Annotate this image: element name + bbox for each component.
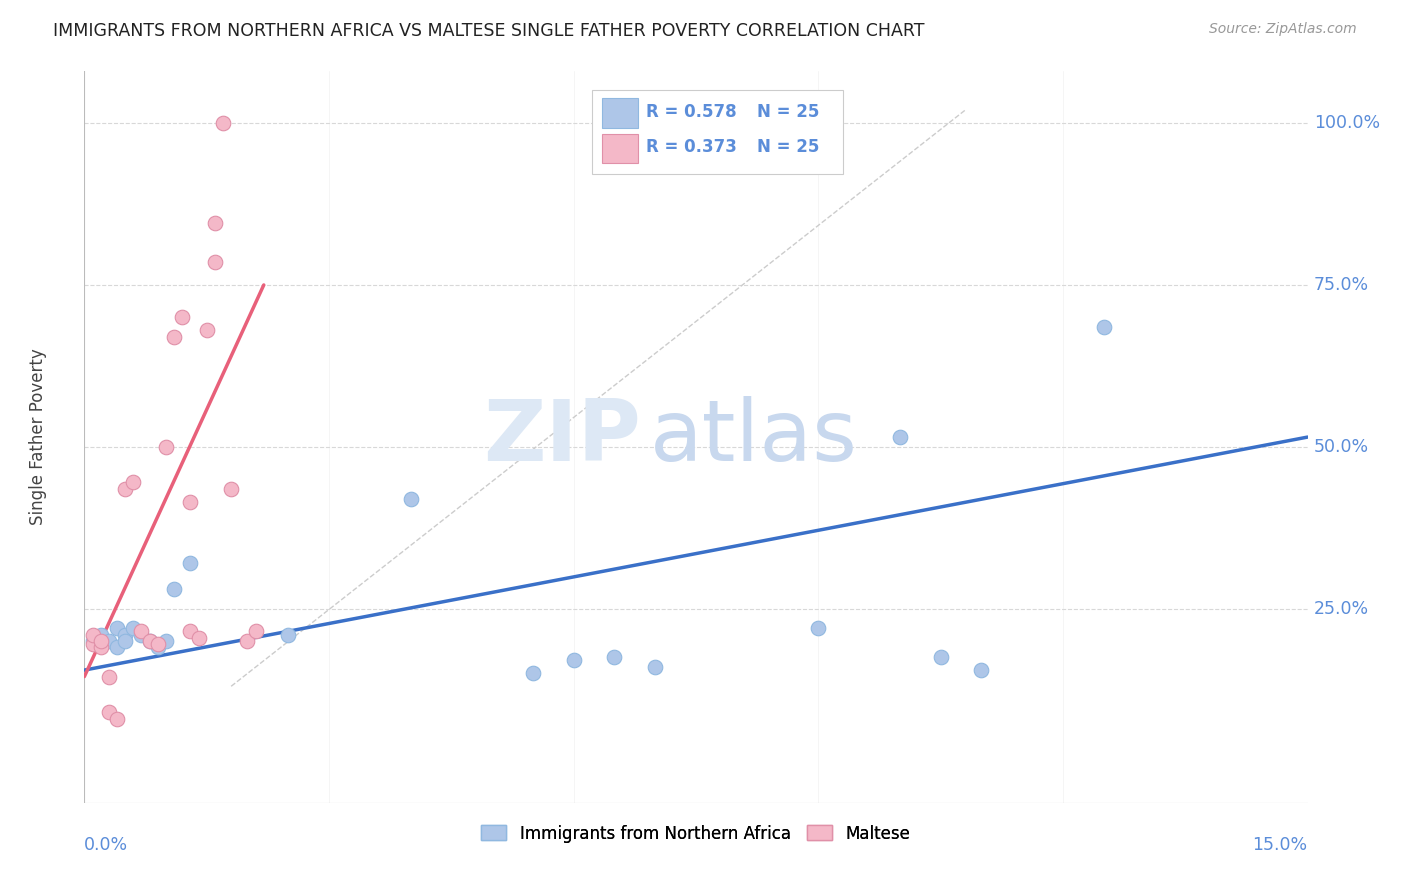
Point [187,631,209,645]
Point [138,634,160,648]
Point [172,310,194,325]
Point [179,495,201,509]
Point [131,627,153,641]
Text: N = 25: N = 25 [758,103,820,120]
Point [179,624,201,639]
Point [245,624,267,639]
Point [82,637,104,651]
Point [97,634,120,648]
Point [97,669,120,683]
Point [277,627,299,641]
Point [131,624,153,639]
Point [644,660,666,674]
Point [970,663,993,677]
Text: ZIP: ZIP [484,395,641,479]
Point [219,482,242,496]
Text: 25.0%: 25.0% [1313,599,1369,617]
Point [399,491,422,506]
Point [90,634,112,648]
Text: N = 25: N = 25 [758,137,820,156]
Point [146,637,169,651]
Text: R = 0.373: R = 0.373 [645,137,737,156]
Point [212,116,235,130]
Text: 100.0%: 100.0% [1313,114,1379,132]
Point [105,621,128,635]
FancyBboxPatch shape [602,134,638,163]
Point [114,627,136,641]
Point [889,430,911,444]
Point [562,653,585,667]
Point [155,634,177,648]
FancyBboxPatch shape [602,98,638,128]
Point [97,705,120,719]
Point [929,650,952,665]
Text: Source: ZipAtlas.com: Source: ZipAtlas.com [1209,22,1357,37]
Point [163,582,186,597]
Text: Single Father Poverty: Single Father Poverty [30,349,46,525]
Point [1092,320,1115,334]
Point [90,640,112,655]
Point [146,640,169,655]
Point [114,482,136,496]
Point [105,640,128,655]
Point [105,712,128,726]
Point [114,634,136,648]
FancyBboxPatch shape [592,90,842,174]
Point [82,627,104,641]
Point [90,627,112,641]
Text: R = 0.578: R = 0.578 [645,103,737,120]
Point [163,330,186,344]
Text: 15.0%: 15.0% [1253,836,1308,854]
Point [155,440,177,454]
Point [522,666,544,681]
Point [195,323,218,337]
Legend: Immigrants from Northern Africa, Maltese: Immigrants from Northern Africa, Maltese [475,818,917,849]
Text: 75.0%: 75.0% [1313,276,1369,294]
Point [236,634,259,648]
Text: atlas: atlas [650,395,858,479]
Text: 50.0%: 50.0% [1313,438,1369,456]
Point [204,255,226,269]
Point [807,621,830,635]
Point [122,621,145,635]
Point [603,650,626,665]
Point [138,634,160,648]
Text: 0.0%: 0.0% [84,836,128,854]
Point [204,217,226,231]
Point [82,634,104,648]
Point [122,475,145,490]
Point [179,557,201,571]
Text: IMMIGRANTS FROM NORTHERN AFRICA VS MALTESE SINGLE FATHER POVERTY CORRELATION CHA: IMMIGRANTS FROM NORTHERN AFRICA VS MALTE… [53,22,925,40]
